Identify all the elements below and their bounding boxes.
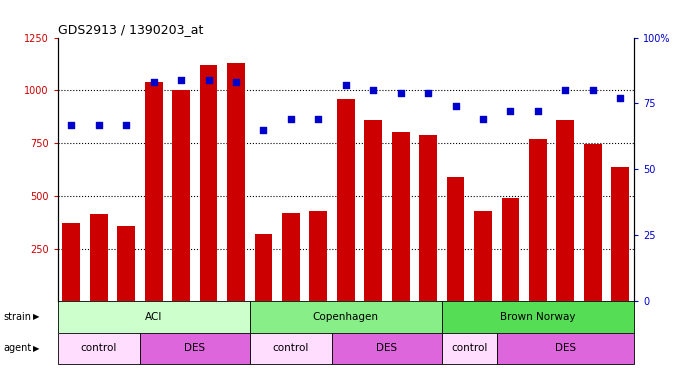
Text: DES: DES bbox=[184, 343, 205, 353]
Bar bbox=[58, 301, 250, 333]
Bar bbox=[474, 210, 492, 301]
Bar bbox=[584, 144, 601, 301]
Point bbox=[505, 108, 516, 114]
Bar bbox=[447, 177, 464, 301]
Bar bbox=[502, 198, 519, 301]
Bar bbox=[227, 63, 245, 301]
Point bbox=[532, 108, 543, 114]
Text: ▶: ▶ bbox=[33, 344, 39, 352]
Point bbox=[422, 90, 433, 96]
Point bbox=[285, 116, 296, 122]
Point bbox=[231, 80, 241, 86]
Text: control: control bbox=[81, 343, 117, 353]
Point bbox=[258, 127, 269, 133]
Text: GDS2913 / 1390203_at: GDS2913 / 1390203_at bbox=[58, 22, 203, 36]
Bar bbox=[557, 120, 574, 301]
Point bbox=[587, 87, 598, 93]
Point bbox=[313, 116, 324, 122]
Text: ▶: ▶ bbox=[33, 312, 39, 321]
Bar bbox=[62, 223, 80, 301]
Bar bbox=[442, 333, 497, 364]
Text: control: control bbox=[451, 343, 487, 353]
Bar bbox=[332, 333, 442, 364]
Text: Copenhagen: Copenhagen bbox=[313, 312, 379, 322]
Point bbox=[615, 95, 626, 101]
Point bbox=[203, 77, 214, 83]
Point bbox=[340, 82, 351, 88]
Text: ACI: ACI bbox=[145, 312, 162, 322]
Point bbox=[450, 103, 461, 109]
Bar bbox=[612, 167, 629, 301]
Bar bbox=[309, 210, 327, 301]
Bar bbox=[392, 132, 410, 301]
Point bbox=[148, 80, 159, 86]
Point bbox=[66, 122, 77, 128]
Bar bbox=[529, 139, 546, 301]
Point bbox=[367, 87, 378, 93]
Text: strain: strain bbox=[3, 312, 31, 322]
Bar bbox=[140, 333, 250, 364]
Bar bbox=[254, 234, 273, 301]
Bar bbox=[199, 65, 218, 301]
Text: DES: DES bbox=[555, 343, 576, 353]
Point bbox=[94, 122, 104, 128]
Bar bbox=[419, 135, 437, 301]
Bar bbox=[337, 99, 355, 301]
Text: control: control bbox=[273, 343, 309, 353]
Bar bbox=[282, 213, 300, 301]
Point bbox=[121, 122, 132, 128]
Text: agent: agent bbox=[3, 343, 32, 353]
Text: Brown Norway: Brown Norway bbox=[500, 312, 576, 322]
Bar bbox=[250, 333, 332, 364]
Bar bbox=[250, 301, 442, 333]
Point bbox=[176, 77, 186, 83]
Bar bbox=[497, 333, 634, 364]
Bar bbox=[90, 214, 108, 301]
Bar bbox=[172, 90, 190, 301]
Text: DES: DES bbox=[376, 343, 397, 353]
Bar bbox=[117, 226, 135, 301]
Bar bbox=[364, 120, 382, 301]
Bar bbox=[145, 82, 163, 301]
Point bbox=[477, 116, 488, 122]
Point bbox=[560, 87, 571, 93]
Bar bbox=[442, 301, 634, 333]
Point bbox=[395, 90, 406, 96]
Bar bbox=[58, 333, 140, 364]
